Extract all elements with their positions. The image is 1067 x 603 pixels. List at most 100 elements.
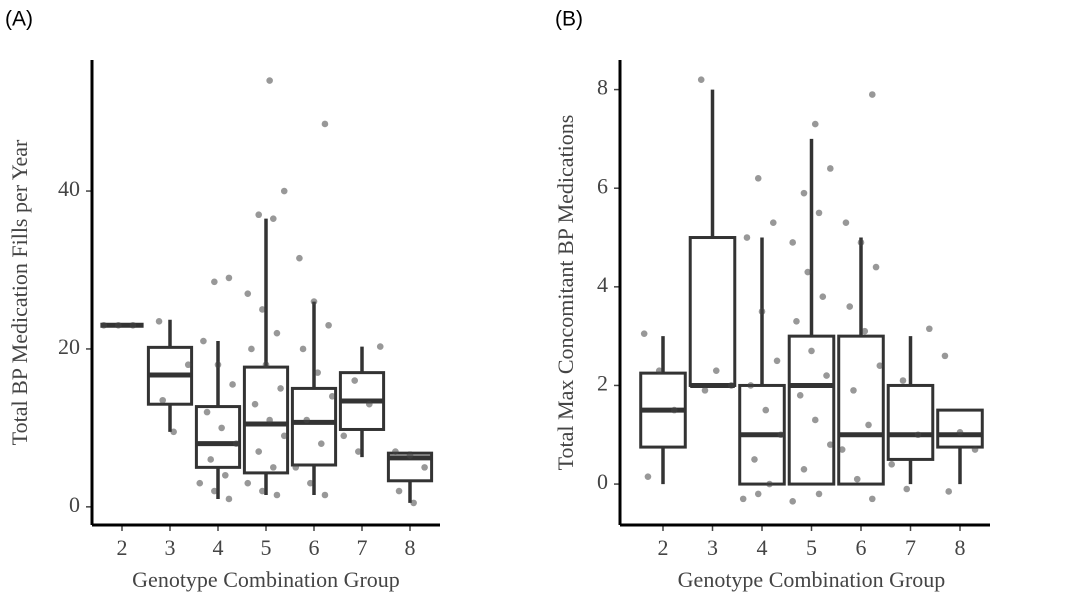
point xyxy=(203,408,211,416)
point xyxy=(392,448,399,455)
point xyxy=(655,367,663,374)
point xyxy=(865,421,872,429)
point xyxy=(225,495,233,503)
point xyxy=(739,495,747,503)
point xyxy=(846,303,854,310)
point xyxy=(259,306,266,313)
point xyxy=(811,416,819,424)
panel-label: (A) xyxy=(5,8,33,31)
point xyxy=(800,465,808,473)
point xyxy=(255,211,263,219)
point xyxy=(857,239,865,246)
point xyxy=(299,345,307,353)
point xyxy=(244,290,252,297)
point xyxy=(395,487,403,495)
point xyxy=(292,464,300,471)
point xyxy=(754,175,762,182)
point xyxy=(777,431,785,439)
point xyxy=(796,392,804,399)
point xyxy=(903,485,911,493)
point xyxy=(762,406,770,414)
point xyxy=(255,448,263,455)
box xyxy=(936,408,984,449)
point xyxy=(850,387,857,394)
point xyxy=(888,461,895,468)
point xyxy=(941,352,949,360)
point xyxy=(800,189,808,197)
y-tick-label: 2 xyxy=(597,370,608,395)
y-tick-label: 6 xyxy=(597,173,608,198)
point xyxy=(804,268,812,276)
point xyxy=(747,382,755,389)
point xyxy=(251,400,259,408)
point xyxy=(712,367,720,374)
y-tick-label: 0 xyxy=(597,469,608,494)
point xyxy=(872,263,880,271)
point xyxy=(296,254,303,262)
point xyxy=(262,361,270,369)
point xyxy=(914,431,922,439)
x-tick-label: 4 xyxy=(757,535,768,560)
point xyxy=(184,361,192,369)
point xyxy=(971,446,979,453)
point xyxy=(211,278,218,286)
point xyxy=(229,381,236,388)
point xyxy=(743,234,751,241)
point xyxy=(351,377,359,384)
point xyxy=(269,215,277,222)
point xyxy=(280,187,288,195)
point xyxy=(280,432,288,440)
point xyxy=(842,219,850,227)
y-tick-label: 40 xyxy=(58,176,80,201)
point xyxy=(868,91,876,98)
point xyxy=(811,120,819,128)
point xyxy=(266,77,273,84)
point xyxy=(115,321,122,329)
x-tick-label: 7 xyxy=(357,535,368,560)
point xyxy=(769,219,777,227)
point xyxy=(766,480,773,488)
point xyxy=(819,293,827,300)
box xyxy=(787,334,836,486)
point xyxy=(211,487,218,495)
point xyxy=(789,498,796,505)
box xyxy=(837,334,885,486)
point xyxy=(406,452,414,459)
point xyxy=(159,396,167,404)
point xyxy=(365,400,373,408)
point xyxy=(207,456,215,463)
point xyxy=(218,424,225,432)
y-tick-label: 4 xyxy=(597,272,608,297)
point xyxy=(644,473,652,480)
point xyxy=(225,274,233,282)
point xyxy=(129,321,137,329)
point xyxy=(815,490,823,498)
y-axis-label: Total Max Concomitant BP Medications xyxy=(553,115,578,471)
x-tick-label: 2 xyxy=(117,535,128,560)
point xyxy=(754,490,762,498)
point xyxy=(328,393,336,400)
point xyxy=(728,382,735,389)
point xyxy=(758,308,766,315)
point xyxy=(640,330,648,337)
panel-label: (B) xyxy=(555,8,583,31)
x-axis-label: Genotype Combination Group xyxy=(132,567,400,592)
point xyxy=(266,416,273,424)
box xyxy=(242,365,290,475)
point xyxy=(317,440,325,447)
y-tick-label: 0 xyxy=(69,492,80,517)
point xyxy=(823,372,830,379)
point xyxy=(773,357,781,365)
x-tick-label: 2 xyxy=(658,535,669,560)
x-axis-label: Genotype Combination Group xyxy=(678,567,946,592)
y-tick-label: 8 xyxy=(597,75,608,100)
x-tick-label: 8 xyxy=(955,535,966,560)
point xyxy=(410,499,417,507)
point xyxy=(170,428,177,436)
point xyxy=(155,318,163,325)
point xyxy=(100,321,108,329)
point xyxy=(355,448,362,455)
point xyxy=(793,318,800,325)
point xyxy=(868,495,876,503)
